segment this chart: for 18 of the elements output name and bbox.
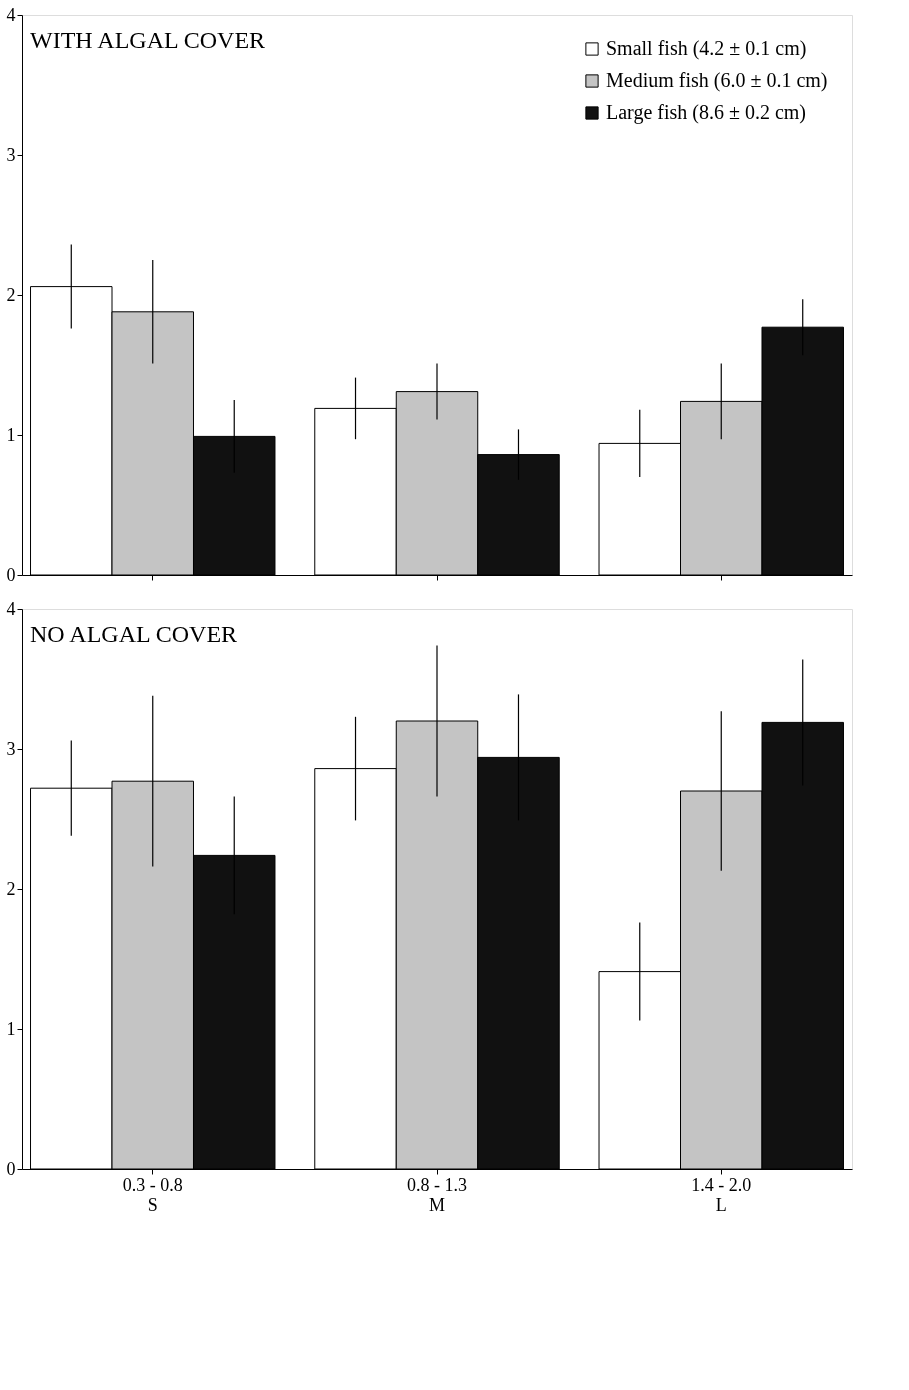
x-tick-label: 0.8 - 1.3 M xyxy=(407,1174,467,1215)
y-tick-label: 3 xyxy=(6,144,16,165)
y-tick-label: 1 xyxy=(6,1018,16,1039)
y-tick-label: 2 xyxy=(6,284,16,305)
legend-label: Medium fish (6.0 ± 0.1 cm) xyxy=(606,69,828,92)
y-tick-label: 4 xyxy=(6,4,16,25)
x-tick-label: 0.3 - 0.8 S xyxy=(122,1174,183,1215)
x-tick-label: 1.4 - 2.0 L xyxy=(691,1174,752,1215)
y-tick-label: 0 xyxy=(6,564,16,585)
y-tick-label: 3 xyxy=(6,738,16,759)
text: NO ALGAL COVER xyxy=(30,621,238,647)
y-tick-label: 4 xyxy=(6,598,16,619)
legend-label: Small fish (4.2 ± 0.1 cm) xyxy=(606,37,807,60)
y-tick-label: 1 xyxy=(6,424,16,445)
text: WITH ALGAL COVER xyxy=(30,27,266,53)
y-tick-label: 2 xyxy=(6,878,16,899)
y-tick-label: 0 xyxy=(6,1158,16,1179)
legend-label: Large fish (8.6 ± 0.2 cm) xyxy=(606,101,806,124)
